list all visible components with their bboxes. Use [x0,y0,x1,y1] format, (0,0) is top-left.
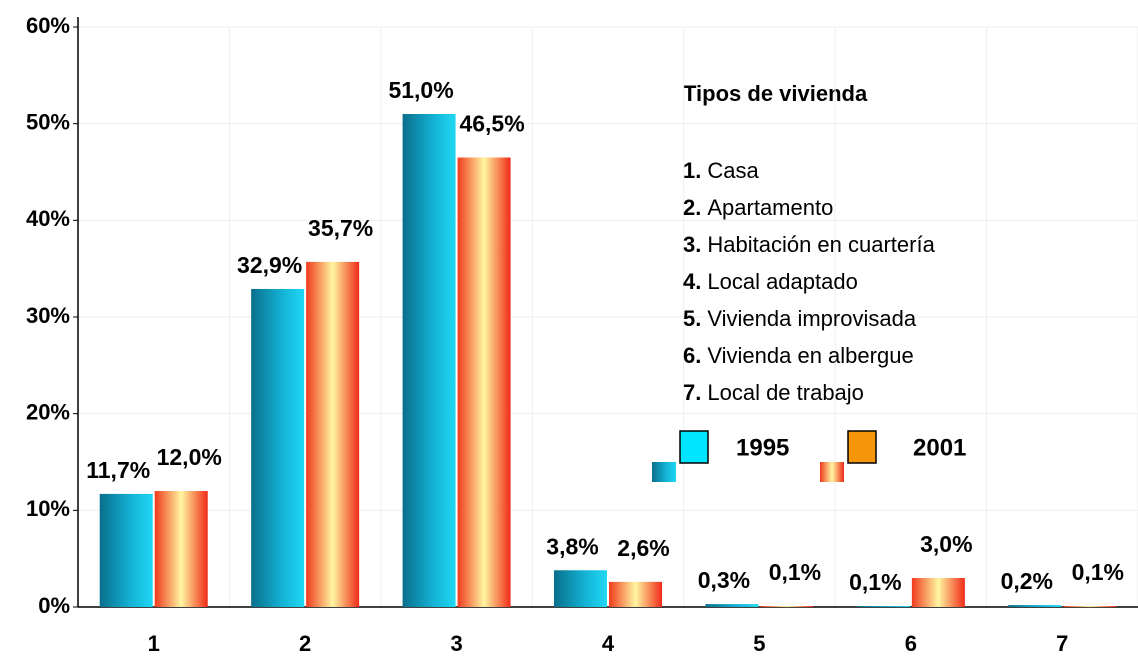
legend-number: 4. [683,269,701,294]
legend-item: 5. Vivienda improvisada [683,306,917,331]
legend-text: Local adaptado [707,269,857,294]
y-tick-label: 30% [26,303,70,328]
legend-number: 7. [683,380,701,405]
legend-text: Local de trabajo [707,380,864,405]
value-label: 0,3% [698,567,750,593]
value-label: 46,5% [459,111,524,137]
y-tick-label: 0% [38,593,70,618]
value-label: 32,9% [237,252,302,278]
value-label: 0,1% [1072,559,1124,585]
legend-swatch [679,430,709,464]
value-label: 35,7% [308,215,373,241]
legend-label: 2001 [913,434,966,461]
legend-swatch [820,462,844,482]
legend-label: 1995 [736,434,789,461]
bar [760,606,814,608]
bar [402,114,456,607]
legend-number: 5. [683,306,701,331]
legend-text: Vivienda improvisada [707,306,916,331]
bar [856,606,910,608]
legend-number: 1. [683,158,701,183]
legend-title: Tipos de vivienda [683,81,868,106]
bar [554,570,607,607]
value-label: 51,0% [388,77,453,103]
legend-number: 2. [683,195,701,220]
legend-swatch [652,462,676,482]
value-label: 3,8% [546,533,598,559]
value-label: 0,2% [1001,568,1053,594]
y-tick-label: 60% [26,13,70,38]
x-tick-label: 3 [450,631,462,656]
x-tick-label: 2 [299,631,311,656]
bar [457,157,511,607]
y-tick-label: 50% [26,109,70,134]
value-label: 2,6% [617,535,669,561]
bar [251,288,305,607]
legend-text: Vivienda en albergue [707,343,913,368]
value-label: 0,1% [769,559,821,585]
bar [154,491,208,607]
bar [911,578,965,607]
y-tick-label: 20% [26,399,70,424]
legend-item: 2. Apartamento [683,195,833,220]
legend-number: 6. [683,343,701,368]
x-tick-label: 4 [602,631,615,656]
legend-item: 4. Local adaptado [683,269,858,294]
x-tick-label: 6 [905,631,917,656]
legend-swatch [847,430,877,464]
bar [306,261,360,607]
y-tick-label: 10% [26,496,70,521]
legend-text: Casa [707,158,759,183]
legend-text: Apartamento [707,195,833,220]
bar [1063,606,1117,608]
bar [1008,605,1062,607]
bar [705,604,759,607]
legend-item: 3. Habitación en cuartería [683,232,936,257]
legend-number: 3. [683,232,701,257]
legend-item: 1. Casa [683,158,759,183]
bar [609,581,662,607]
value-label: 0,1% [849,569,901,595]
value-label: 12,0% [157,444,222,470]
x-tick-label: 1 [148,631,160,656]
bar [99,493,153,607]
y-tick-label: 40% [26,206,70,231]
legend-item: 7. Local de trabajo [683,380,864,405]
value-label: 11,7% [86,457,150,483]
legend-item: 6. Vivienda en albergue [683,343,914,368]
value-label: 3,0% [920,531,972,557]
x-tick-label: 5 [753,631,765,656]
x-tick-label: 7 [1056,631,1068,656]
legend-text: Habitación en cuartería [707,232,935,257]
